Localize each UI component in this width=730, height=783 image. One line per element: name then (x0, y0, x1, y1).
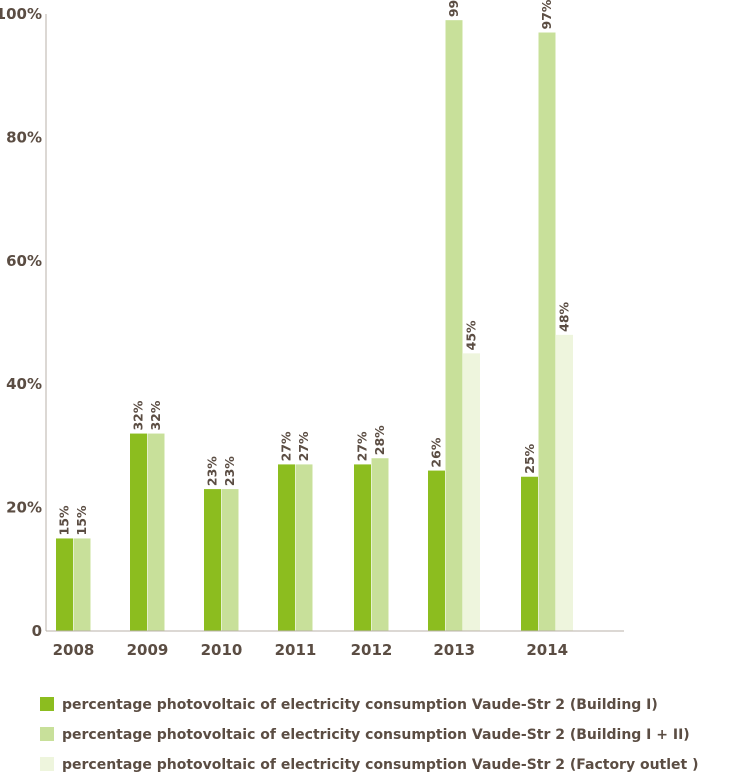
bar-2008-series-2 (73, 538, 91, 631)
legend: percentage photovoltaic of electricity c… (40, 697, 699, 773)
x-tick-label-2012: 2012 (351, 641, 393, 659)
bar-2011-series-1 (278, 464, 295, 631)
data-label-2011-series-1: 27% (279, 431, 294, 461)
bars-group (56, 20, 573, 632)
y-tick-label: 40% (6, 375, 42, 393)
data-label-2009-series-2: 32% (148, 400, 163, 430)
x-tick-label-2011: 2011 (275, 641, 317, 659)
data-label-2013-series-2: 99% (446, 0, 461, 17)
data-label-2014-series-3: 48% (557, 301, 572, 331)
axes-group (45, 14, 624, 632)
data-labels: 15% 15%32% 32%23% 23%27% 27% 27% 28% 26%99%45%2… (57, 0, 572, 535)
data-label-2011-series-2: 27% (296, 431, 311, 461)
legend-label-series-1: percentage photovoltaic of electricity c… (62, 697, 658, 713)
bar-2014-series-1 (521, 476, 538, 631)
y-tick-label: 100% (0, 5, 42, 23)
data-label-2013-series-1: 26% (429, 437, 444, 467)
bar-2013-series-3 (463, 353, 480, 631)
bar-2014-series-3 (556, 334, 573, 631)
bar-2010-series-1 (204, 489, 221, 631)
x-tick-label-2009: 2009 (127, 641, 169, 659)
y-tick-labels: 0 20% 40% 60% 80% 100% (0, 5, 42, 640)
data-label-2012-series-2: 28% (372, 425, 387, 455)
bar-2011-series-2 (295, 464, 313, 631)
bar-2012-series-2 (371, 458, 389, 631)
data-label-2014-series-1: 25% (522, 443, 537, 473)
y-tick-label: 20% (6, 499, 42, 517)
x-tick-labels: 2008 2009 2010 2011 2012 2013 2014 (53, 641, 569, 659)
data-label-2009-series-1: 32% (131, 400, 146, 430)
legend-swatch-series-2 (40, 727, 54, 741)
data-label-2008-series-2: 15% (74, 505, 89, 535)
bar-2012-series-1 (354, 464, 371, 631)
bar-2009-series-1 (130, 433, 147, 631)
bar-2008-series-1 (56, 538, 73, 631)
x-tick-label-2010: 2010 (201, 641, 243, 659)
y-tick-label: 60% (6, 252, 42, 270)
data-label-2013-series-3: 45% (464, 320, 479, 350)
data-label-2014-series-2: 97% (539, 0, 554, 30)
y-tick-label: 0 (32, 622, 42, 640)
data-label-2010-series-2: 23% (222, 456, 237, 486)
x-tick-label-2013: 2013 (433, 641, 475, 659)
x-tick-label-2014: 2014 (526, 641, 568, 659)
data-label-2012-series-1: 27% (355, 431, 370, 461)
legend-swatch-series-3 (40, 757, 54, 771)
bar-2010-series-2 (221, 489, 239, 631)
y-tick-label: 80% (6, 128, 42, 146)
legend-label-series-2: percentage photovoltaic of electricity c… (62, 727, 690, 743)
bar-2009-series-2 (147, 433, 165, 631)
x-tick-label-2008: 2008 (53, 641, 95, 659)
data-label-2008-series-1: 15% (57, 505, 72, 535)
bar-2014-series-2 (538, 32, 556, 631)
data-label-2010-series-1: 23% (205, 456, 220, 486)
legend-label-series-3: percentage photovoltaic of electricity c… (62, 757, 699, 773)
bar-2013-series-2 (445, 20, 463, 632)
bar-2013-series-1 (428, 470, 445, 631)
legend-swatch-series-1 (40, 697, 54, 711)
